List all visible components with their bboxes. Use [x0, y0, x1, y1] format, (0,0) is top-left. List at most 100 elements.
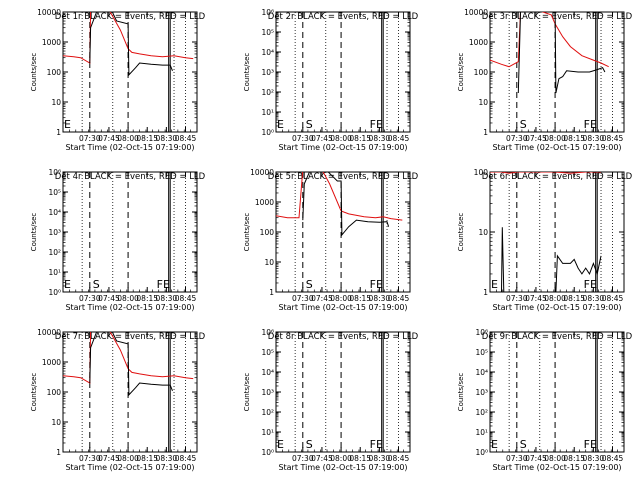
y-tick-label: 10²: [475, 408, 488, 417]
detector-panel-6: Det 6r BLACK = Events, RED = LLD 1 10 100 07…: [457, 168, 633, 312]
series-group: [490, 12, 609, 94]
event-marker-e: E: [64, 278, 71, 291]
x-axis-label: Start Time (02-Oct-15 07:19:00): [65, 143, 194, 152]
panel-frame: [275, 11, 411, 133]
x-tick-label: 07:30: [506, 134, 528, 143]
panel-title: Det 2r BLACK = Events, RED = LLD: [268, 12, 419, 22]
x-tick-label: 07:45: [311, 454, 333, 463]
y-axis-label: Counts/sec: [30, 53, 38, 92]
y-tick-label: 10⁴: [48, 208, 61, 217]
event-marker-e: E: [491, 438, 498, 451]
x-axis-label: Start Time (02-Oct-15 07:19:00): [278, 143, 407, 152]
y-tick-label: 10¹: [261, 108, 274, 117]
panel-title: Det 8r BLACK = Events, RED = LLD: [268, 332, 419, 342]
series-group: [276, 172, 403, 237]
x-tick-label: 08:30: [583, 454, 605, 463]
y-tick-label: 10⁰: [261, 448, 274, 457]
y-tick-label: 10⁶: [475, 328, 488, 337]
detector-panel-5: Det 5r BLACK = Events, RED = LLD 1 10 100 10…: [243, 168, 419, 312]
y-tick-label: 10⁵: [261, 348, 274, 357]
y-tick-label: 10⁴: [261, 368, 274, 377]
x-tick-label: 08:15: [136, 294, 158, 303]
x-tick-label: 07:30: [292, 454, 314, 463]
event-marker-s: S: [306, 278, 313, 291]
panel-frame: [489, 331, 625, 453]
y-tick-label: 10¹: [261, 428, 274, 437]
detector-panel-8: Det 8r BLACK = Events, RED = LLD 10⁰ 10¹ 10…: [243, 328, 419, 472]
x-tick-label: 08:30: [156, 134, 178, 143]
y-tick-label: 100: [47, 388, 62, 397]
panel-title: Det 1r BLACK = Events, RED = LLD: [55, 12, 206, 22]
y-tick-label: 1: [269, 288, 274, 297]
x-tick-label: 08:15: [349, 454, 371, 463]
y-axis-label: Counts/sec: [30, 373, 38, 412]
panel-frame: [62, 171, 198, 293]
x-tick-label: 07:45: [525, 294, 547, 303]
x-tick-label: 08:45: [388, 294, 410, 303]
x-axis-label: Start Time (02-Oct-15 07:19:00): [65, 303, 194, 312]
event-marker-fe: FE: [370, 118, 383, 131]
x-tick-label: 07:45: [98, 294, 120, 303]
x-tick-label: 07:45: [98, 454, 120, 463]
x-tick-label: 08:00: [544, 454, 566, 463]
x-tick-label: 07:30: [292, 294, 314, 303]
y-tick-label: 10000: [464, 8, 488, 17]
panel-title: Det 3r BLACK = Events, RED = LLD: [482, 12, 633, 22]
event-marker-fe: FE: [584, 278, 597, 291]
y-axis-label: Counts/sec: [243, 53, 251, 92]
x-axis-label: Start Time (02-Oct-15 07:19:00): [492, 463, 621, 472]
x-tick-label: 08:45: [602, 294, 624, 303]
x-tick-label: 08:00: [117, 454, 139, 463]
x-axis-label: Start Time (02-Oct-15 07:19:00): [65, 463, 194, 472]
y-tick-label: 10¹: [475, 428, 488, 437]
x-tick-label: 07:45: [311, 294, 333, 303]
y-tick-label: 1: [483, 288, 488, 297]
y-axis-label: Counts/sec: [243, 373, 251, 412]
detector-panel-4: Det 4r BLACK = Events, RED = LLD 10⁰ 10¹ 10…: [30, 168, 206, 312]
event-marker-fe: FE: [370, 438, 383, 451]
x-tick-label: 08:45: [602, 454, 624, 463]
x-tick-label: 08:00: [330, 454, 352, 463]
event-marker-s: S: [93, 278, 100, 291]
panel-title: Det 4r BLACK = Events, RED = LLD: [55, 172, 206, 182]
y-axis-label: Counts/sec: [457, 373, 465, 412]
y-tick-label: 1: [483, 128, 488, 137]
y-tick-label: 10⁴: [261, 48, 274, 57]
panel-frame: [489, 11, 625, 133]
series-group: [63, 12, 194, 77]
event-marker-fe: FE: [584, 438, 597, 451]
x-tick-label: 07:30: [79, 294, 101, 303]
x-tick-label: 08:30: [156, 454, 178, 463]
panel-title: Det 9r BLACK = Events, RED = LLD: [482, 332, 633, 342]
x-tick-label: 08:15: [349, 294, 371, 303]
y-axis-label: Counts/sec: [243, 213, 251, 252]
panel-title: Det 7r BLACK = Events, RED = LLD: [55, 332, 206, 342]
y-tick-label: 10: [264, 258, 274, 267]
y-tick-label: 1000: [255, 198, 274, 207]
x-tick-label: 08:15: [136, 454, 158, 463]
y-tick-label: 10⁰: [261, 128, 274, 137]
y-tick-label: 1: [56, 448, 61, 457]
y-tick-label: 10¹: [48, 268, 61, 277]
event-marker-fe: FE: [370, 278, 383, 291]
detector-panel-9: Det 9r BLACK = Events, RED = LLD 10⁰ 10¹ 10…: [457, 328, 633, 472]
x-tick-label: 08:30: [369, 454, 391, 463]
x-tick-label: 08:45: [388, 454, 410, 463]
y-tick-label: 1000: [469, 38, 488, 47]
x-tick-label: 08:00: [330, 294, 352, 303]
x-tick-label: 08:00: [330, 134, 352, 143]
x-tick-label: 07:45: [525, 134, 547, 143]
event-marker-s: S: [306, 118, 313, 131]
x-tick-label: 08:30: [583, 294, 605, 303]
y-tick-label: 10⁵: [48, 188, 61, 197]
y-tick-label: 10⁰: [48, 288, 61, 297]
x-tick-label: 07:30: [506, 294, 528, 303]
y-tick-label: 10: [51, 98, 61, 107]
detector-panel-1: Det 1r BLACK = Events, RED = LLD 1 10 100 10…: [30, 8, 206, 152]
y-tick-label: 100: [260, 228, 275, 237]
event-marker-s: S: [520, 118, 527, 131]
events-series-line: [517, 12, 606, 94]
x-tick-label: 08:30: [156, 294, 178, 303]
x-tick-label: 07:30: [506, 454, 528, 463]
events-series-line: [89, 12, 173, 77]
